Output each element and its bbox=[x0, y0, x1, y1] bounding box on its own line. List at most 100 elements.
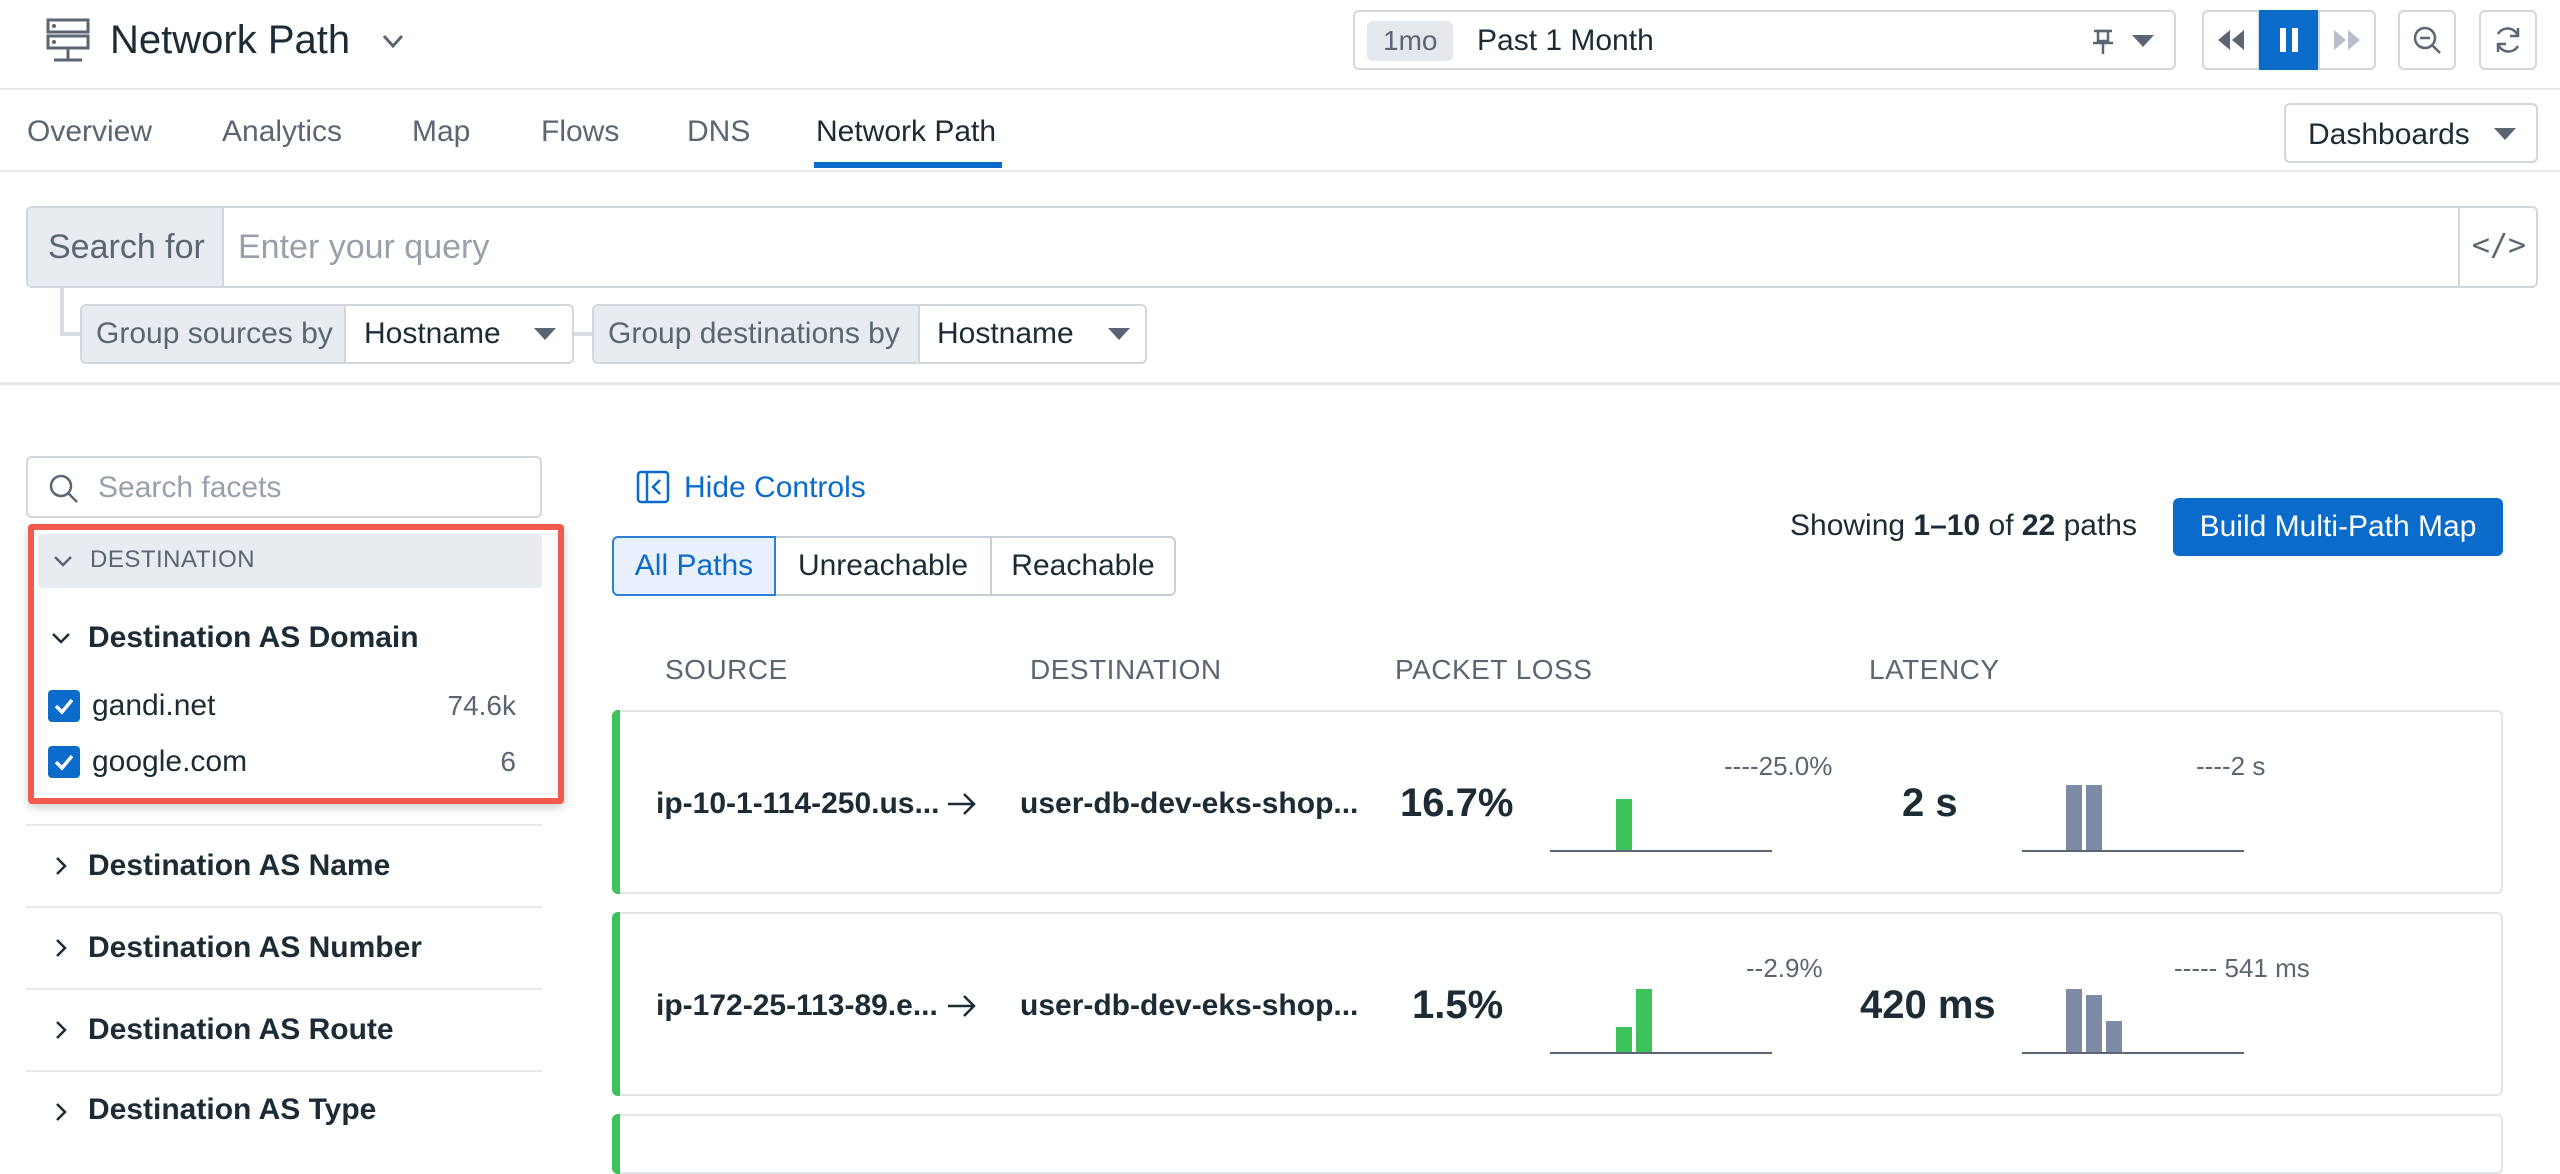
caret-down-icon[interactable] bbox=[2132, 35, 2154, 47]
time-range-label: Past 1 Month bbox=[1477, 24, 1654, 57]
status-indicator bbox=[612, 912, 620, 1096]
group-sources-label: Group sources by bbox=[82, 306, 346, 362]
facet-destination-as-domain[interactable]: Destination AS Domain bbox=[88, 621, 419, 654]
tab-bar: Overview Analytics Map Flows DNS Network… bbox=[0, 92, 2560, 172]
refresh-icon bbox=[2496, 27, 2520, 53]
packet-loss-sparkline bbox=[1550, 989, 1772, 1054]
facet-checkbox[interactable] bbox=[48, 746, 80, 778]
packet-loss-bar bbox=[1616, 1027, 1632, 1053]
zoom-out-button[interactable] bbox=[2398, 10, 2456, 70]
latency-sparkline bbox=[2022, 989, 2244, 1054]
arrow-right-icon bbox=[948, 995, 976, 1017]
chevron-right-icon[interactable] bbox=[48, 853, 74, 879]
time-range-badge: 1mo bbox=[1367, 21, 1454, 61]
active-tab-indicator bbox=[814, 162, 1002, 168]
latency-reference: ----2 s bbox=[2196, 751, 2266, 781]
tab-network-path[interactable]: Network Path bbox=[816, 115, 997, 148]
zoom-out-icon bbox=[2413, 26, 2441, 54]
destination-section-header[interactable]: DESTINATION bbox=[38, 534, 542, 588]
chevron-right-icon[interactable] bbox=[48, 1017, 74, 1043]
caret-down-icon bbox=[1108, 328, 1130, 340]
column-header-source[interactable]: SOURCE bbox=[665, 654, 788, 685]
latency-sparkline bbox=[2022, 785, 2244, 852]
filter-reachable[interactable]: Reachable bbox=[990, 536, 1176, 596]
search-prefix-label: Search for bbox=[28, 208, 224, 286]
facet-search[interactable] bbox=[26, 456, 542, 518]
results-count: Showing 1–10 of 22 paths bbox=[1790, 509, 2137, 542]
filter-all-paths[interactable]: All Paths bbox=[612, 536, 776, 596]
group-sources-value: Hostname bbox=[364, 317, 501, 350]
rewind-icon bbox=[2218, 30, 2244, 50]
group-destinations-label: Group destinations by bbox=[594, 306, 920, 362]
hide-controls-label: Hide Controls bbox=[684, 471, 866, 504]
status-indicator bbox=[612, 710, 620, 894]
tab-analytics[interactable]: Analytics bbox=[222, 115, 343, 148]
column-header-destination[interactable]: DESTINATION bbox=[1030, 654, 1222, 685]
divider bbox=[26, 824, 542, 826]
dashboards-button[interactable]: Dashboards bbox=[2284, 103, 2538, 163]
packet-loss-reference: --2.9% bbox=[1746, 953, 1823, 983]
highlight-annotation bbox=[28, 524, 564, 804]
fast-forward-icon bbox=[2334, 30, 2360, 50]
chevron-down-icon[interactable] bbox=[48, 625, 74, 651]
group-destinations-value: Hostname bbox=[937, 317, 1074, 350]
facet-value-label[interactable]: gandi.net bbox=[92, 689, 216, 722]
destination-section-label: DESTINATION bbox=[90, 546, 256, 573]
page-title: Network Path bbox=[110, 18, 351, 62]
tab-map[interactable]: Map bbox=[412, 115, 471, 148]
packet-loss-sparkline bbox=[1550, 799, 1772, 852]
facet-search-input[interactable] bbox=[98, 468, 518, 508]
packet-loss-reference: ----25.0% bbox=[1724, 751, 1833, 781]
path-source: ip-10-1-114-250.us... bbox=[656, 787, 940, 820]
group-sources-select[interactable]: Group sources by Hostname bbox=[80, 304, 574, 364]
facet-destination-as-route[interactable]: Destination AS Route bbox=[88, 1013, 394, 1046]
tab-dns[interactable]: DNS bbox=[687, 115, 751, 148]
group-connector bbox=[60, 332, 82, 336]
packet-loss-bar bbox=[1616, 799, 1632, 852]
tab-flows[interactable]: Flows bbox=[541, 115, 620, 148]
rewind-button[interactable] bbox=[2202, 10, 2260, 70]
arrow-right-icon bbox=[948, 793, 976, 815]
facet-destination-as-number[interactable]: Destination AS Number bbox=[88, 931, 422, 964]
refresh-button[interactable] bbox=[2479, 10, 2537, 70]
path-row[interactable]: ip-172-25-113-89.e... user-db-dev-eks-sh… bbox=[612, 912, 2503, 1096]
fast-forward-button[interactable] bbox=[2318, 10, 2376, 70]
divider bbox=[0, 382, 2560, 385]
path-row[interactable]: ip-10-1-114-250.us... user-db-dev-eks-sh… bbox=[612, 710, 2503, 894]
search-icon bbox=[49, 474, 78, 503]
divider bbox=[26, 1070, 542, 1072]
network-path-icon bbox=[46, 18, 90, 62]
chevron-right-icon[interactable] bbox=[48, 935, 74, 961]
checkmark-icon bbox=[54, 698, 74, 715]
code-view-button[interactable]: </> bbox=[2458, 208, 2536, 286]
facet-value-label[interactable]: google.com bbox=[92, 745, 248, 778]
pin-icon[interactable] bbox=[2088, 26, 2118, 56]
column-header-latency[interactable]: LATENCY bbox=[1869, 654, 2000, 685]
latency-reference: ----- 541 ms bbox=[2174, 953, 2310, 983]
code-icon: </> bbox=[2471, 228, 2527, 263]
chevron-down-icon[interactable] bbox=[378, 26, 408, 56]
path-source: ip-172-25-113-89.e... bbox=[656, 989, 938, 1022]
divider bbox=[26, 906, 542, 908]
path-row[interactable] bbox=[612, 1114, 2503, 1174]
caret-down-icon bbox=[2494, 128, 2516, 140]
divider bbox=[26, 988, 542, 990]
tab-overview[interactable]: Overview bbox=[27, 115, 153, 148]
facet-destination-as-type[interactable]: Destination AS Type bbox=[88, 1093, 377, 1126]
build-multi-path-map-button[interactable]: Build Multi-Path Map bbox=[2173, 498, 2503, 556]
group-connector bbox=[60, 288, 64, 336]
search-bar: Search for </> bbox=[26, 206, 2538, 288]
search-input[interactable] bbox=[238, 222, 2438, 272]
latency-value: 2 s bbox=[1902, 781, 1958, 825]
facet-destination-as-name[interactable]: Destination AS Name bbox=[88, 849, 391, 882]
path-destination: user-db-dev-eks-shop... bbox=[1020, 787, 1359, 820]
group-destinations-select[interactable]: Group destinations by Hostname bbox=[592, 304, 1147, 364]
path-destination: user-db-dev-eks-shop... bbox=[1020, 989, 1359, 1022]
facet-checkbox[interactable] bbox=[48, 690, 80, 722]
time-range-picker[interactable]: 1mo Past 1 Month bbox=[1353, 10, 2176, 70]
pause-button[interactable] bbox=[2259, 10, 2319, 70]
chevron-right-icon[interactable] bbox=[48, 1099, 74, 1125]
filter-unreachable[interactable]: Unreachable bbox=[774, 536, 992, 596]
latency-bar bbox=[2106, 1021, 2122, 1053]
column-header-packet-loss[interactable]: PACKET LOSS bbox=[1395, 654, 1593, 685]
